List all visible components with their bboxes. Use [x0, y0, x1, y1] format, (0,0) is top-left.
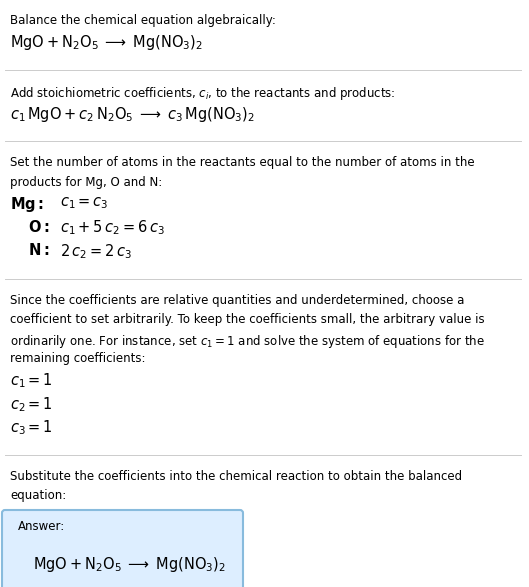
- Text: $c_2 = 1$: $c_2 = 1$: [10, 395, 53, 414]
- Text: $\mathregular{MgO} + \mathregular{N}_2\mathregular{O}_5 \;\longrightarrow\; \mat: $\mathregular{MgO} + \mathregular{N}_2\m…: [33, 555, 226, 574]
- Text: $\mathbf{N:}$: $\mathbf{N:}$: [28, 242, 49, 258]
- Text: Answer:: Answer:: [18, 520, 65, 533]
- Text: $\mathbf{Mg:}$: $\mathbf{Mg:}$: [10, 195, 44, 214]
- Text: Add stoichiometric coefficients, $c_i$, to the reactants and products:: Add stoichiometric coefficients, $c_i$, …: [10, 85, 395, 102]
- FancyBboxPatch shape: [2, 510, 243, 587]
- Text: Balance the chemical equation algebraically:: Balance the chemical equation algebraica…: [10, 14, 276, 27]
- Text: $2\,c_2 = 2\,c_3$: $2\,c_2 = 2\,c_3$: [60, 242, 132, 261]
- Text: remaining coefficients:: remaining coefficients:: [10, 352, 145, 365]
- Text: coefficient to set arbitrarily. To keep the coefficients small, the arbitrary va: coefficient to set arbitrarily. To keep …: [10, 313, 485, 326]
- Text: Substitute the coefficients into the chemical reaction to obtain the balanced: Substitute the coefficients into the che…: [10, 470, 462, 483]
- Text: $c_1\,\mathregular{MgO} + c_2\,\mathregular{N}_2\mathregular{O}_5 \;\longrightar: $c_1\,\mathregular{MgO} + c_2\,\mathregu…: [10, 104, 255, 123]
- Text: Since the coefficients are relative quantities and underdetermined, choose a: Since the coefficients are relative quan…: [10, 294, 464, 306]
- Text: equation:: equation:: [10, 490, 66, 502]
- Text: $c_1 = c_3$: $c_1 = c_3$: [60, 195, 108, 211]
- Text: $\mathregular{MgO} + \mathregular{N}_2\mathregular{O}_5 \;\longrightarrow\; \mat: $\mathregular{MgO} + \mathregular{N}_2\m…: [10, 33, 203, 52]
- Text: Set the number of atoms in the reactants equal to the number of atoms in the: Set the number of atoms in the reactants…: [10, 156, 475, 169]
- Text: $c_1 = 1$: $c_1 = 1$: [10, 372, 53, 390]
- Text: products for Mg, O and N:: products for Mg, O and N:: [10, 176, 162, 188]
- Text: ordinarily one. For instance, set $c_1 = 1$ and solve the system of equations fo: ordinarily one. For instance, set $c_1 =…: [10, 332, 485, 349]
- Text: $\mathbf{O:}$: $\mathbf{O:}$: [28, 218, 50, 234]
- Text: $c_1 + 5\,c_2 = 6\,c_3$: $c_1 + 5\,c_2 = 6\,c_3$: [60, 218, 165, 237]
- Text: $c_3 = 1$: $c_3 = 1$: [10, 419, 53, 437]
